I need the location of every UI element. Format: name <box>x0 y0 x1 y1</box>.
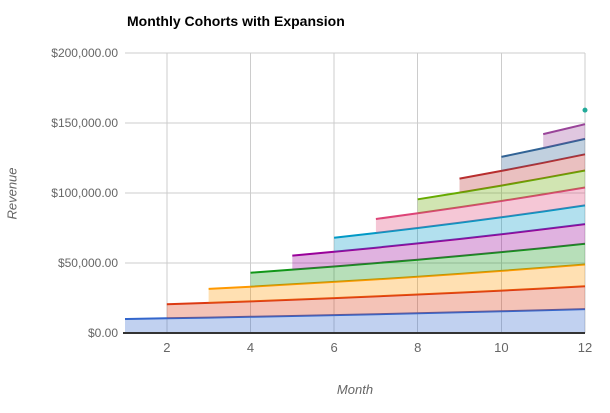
cohort-11-area <box>543 124 585 149</box>
cohort-7-line <box>375 186 586 220</box>
cohort-1-area <box>125 309 585 333</box>
x-tick-label: 6 <box>330 340 338 355</box>
y-tick-label: $200,000.00 <box>51 46 118 60</box>
x-axis-title: Month <box>336 382 374 397</box>
cohort-4-line <box>250 242 586 274</box>
cohort-3-area <box>208 264 585 303</box>
cohort-5-line <box>292 223 586 257</box>
y-tick-label: $100,000.00 <box>51 186 118 200</box>
cohort-12-point <box>582 107 588 113</box>
cohort-4-area <box>250 243 585 287</box>
x-tick-label: 8 <box>414 340 422 355</box>
y-tick-label: $150,000.00 <box>51 116 118 130</box>
cohort-11-line <box>542 123 586 136</box>
x-tick-label: 2 <box>163 340 171 355</box>
chart-title: Monthly Cohorts with Expansion <box>127 13 345 29</box>
cohort-9-area <box>459 154 585 193</box>
cohort-7-area <box>375 187 585 233</box>
cohort-3-line <box>208 263 586 290</box>
cohort-1-line <box>124 308 586 320</box>
cohort-2-line <box>166 285 586 306</box>
cohort-6-line <box>333 204 586 239</box>
cohort-6-area <box>334 205 585 252</box>
cohort-10-area <box>501 138 585 171</box>
cohort-5-area <box>292 224 585 270</box>
cohort-8-line <box>417 169 586 201</box>
y-tick-label: $0.00 <box>87 326 118 340</box>
x-tick-label: 10 <box>494 340 509 355</box>
cohort-10-line <box>501 137 586 158</box>
cohort-2-area <box>166 286 586 319</box>
cohort-9-line <box>459 153 586 180</box>
x-tick-label: 12 <box>577 340 593 355</box>
y-tick-label: $50,000.00 <box>57 256 118 270</box>
cohort-8-area <box>417 170 585 214</box>
x-tick-label: 4 <box>246 340 255 355</box>
